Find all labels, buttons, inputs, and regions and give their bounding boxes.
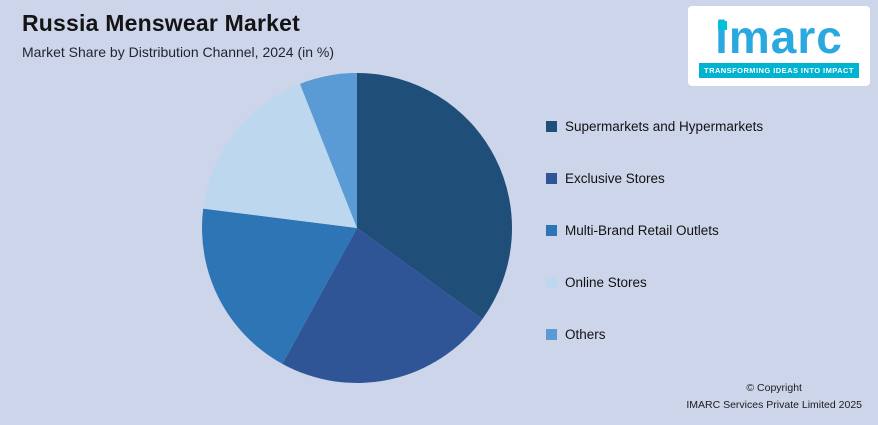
pie-slice-3 bbox=[203, 83, 357, 228]
imarc-logo-tagline: TRANSFORMING IDEAS INTO IMPACT bbox=[699, 63, 859, 78]
legend-label: Supermarkets and Hypermarkets bbox=[565, 118, 764, 134]
copyright-line2: IMARC Services Private Limited 2025 bbox=[686, 398, 862, 411]
pie-slice-2 bbox=[201, 208, 357, 364]
pie-slice-1 bbox=[282, 228, 483, 384]
page-title: Russia Menswear Market bbox=[22, 10, 300, 36]
header: Russia Menswear Market Market Share by D… bbox=[22, 10, 334, 60]
copyright-notice: © Copyright IMARC Services Private Limit… bbox=[686, 380, 862, 413]
pie-chart bbox=[201, 73, 513, 384]
legend-item: Exclusive Stores bbox=[546, 169, 763, 187]
legend-label: Online Stores bbox=[565, 274, 647, 290]
legend-item: Multi-Brand Retail Outlets bbox=[546, 221, 763, 239]
legend-marker-others bbox=[546, 328, 557, 340]
copyright-line1: © Copyright bbox=[746, 382, 802, 395]
imarc-logo-dot-icon bbox=[718, 21, 728, 30]
page-subtitle: Market Share by Distribution Channel, 20… bbox=[22, 44, 335, 60]
legend-marker-online-stores bbox=[546, 276, 557, 288]
imarc-logo-text: imarc bbox=[715, 11, 843, 63]
pie-slice-0 bbox=[357, 73, 513, 320]
legend-item: Supermarkets and Hypermarkets bbox=[546, 117, 763, 135]
legend-item: Online Stores bbox=[546, 273, 763, 291]
legend-label: Exclusive Stores bbox=[565, 170, 665, 186]
chart-legend: Supermarkets and Hypermarkets Exclusive … bbox=[546, 117, 763, 343]
legend-marker-supermarkets bbox=[546, 120, 557, 132]
legend-marker-multi-brand bbox=[546, 224, 557, 236]
pie-chart-container bbox=[197, 68, 517, 388]
legend-label: Multi-Brand Retail Outlets bbox=[565, 222, 719, 238]
imarc-logo: imarc TRANSFORMING IDEAS INTO IMPACT bbox=[688, 6, 870, 86]
legend-label: Others bbox=[565, 326, 606, 342]
legend-item: Others bbox=[546, 325, 763, 343]
imarc-logo-wordmark: imarc bbox=[715, 14, 843, 60]
legend-marker-exclusive-stores bbox=[546, 172, 557, 184]
pie-slice-4 bbox=[299, 73, 357, 228]
